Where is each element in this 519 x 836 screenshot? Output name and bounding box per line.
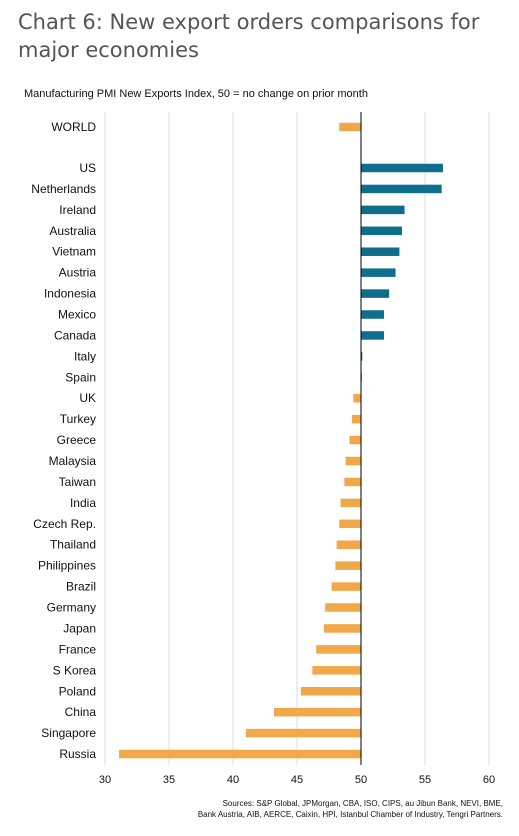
x-tick-label: 60 <box>483 774 495 786</box>
category-label: Vietnam <box>52 245 96 259</box>
category-label: Netherlands <box>31 182 96 196</box>
bar <box>361 310 385 319</box>
category-label: Australia <box>49 224 96 238</box>
gridlines <box>104 112 490 765</box>
source-note: Sources: S&P Global, JPMorgan, CBA, ISO,… <box>63 798 503 820</box>
x-tick-label: 45 <box>291 774 303 786</box>
category-label: UK <box>79 391 96 405</box>
category-label: S Korea <box>53 663 97 677</box>
source-line-1: Sources: S&P Global, JPMorgan, CBA, ISO,… <box>222 799 503 808</box>
bar <box>361 268 396 277</box>
bar <box>361 205 405 215</box>
x-tick-label: 30 <box>99 774 111 786</box>
chart-title: Chart 6: New export orders comparisons f… <box>18 10 480 62</box>
category-label: Germany <box>47 601 96 615</box>
category-label: Singapore <box>41 726 96 740</box>
category-label: Ireland <box>59 203 96 217</box>
category-label: Malaysia <box>49 454 97 468</box>
category-label: France <box>59 642 97 656</box>
category-label: Turkey <box>60 412 96 426</box>
bar <box>340 498 361 508</box>
category-label: China <box>65 705 97 719</box>
bar <box>273 707 361 717</box>
bar <box>361 331 385 340</box>
category-label: Japan <box>63 621 96 635</box>
category-label: US <box>79 161 96 175</box>
category-label: Poland <box>59 684 96 698</box>
bar <box>335 561 361 570</box>
bar <box>325 603 361 612</box>
bar <box>361 247 400 256</box>
category-label: Italy <box>74 349 96 363</box>
x-tick-labels: 30 35 40 45 50 55 60 <box>99 774 495 786</box>
x-tick-label: 55 <box>419 774 431 786</box>
category-label: Indonesia <box>44 287 96 301</box>
category-label: Russia <box>59 747 96 761</box>
x-tick-label: 35 <box>163 774 175 786</box>
category-label: Brazil <box>66 580 96 594</box>
bar <box>349 435 361 445</box>
bar <box>339 519 361 529</box>
category-label: Taiwan <box>59 475 96 489</box>
source-line-2: Bank Austria, AIB, AERCE, Caixin, HPI, I… <box>197 810 503 819</box>
category-label: Thailand <box>50 538 96 552</box>
category-label: Spain <box>65 370 96 384</box>
bar <box>361 184 442 194</box>
bar <box>245 728 361 738</box>
bar <box>361 352 363 361</box>
bars <box>119 122 443 759</box>
bar <box>316 645 361 654</box>
chart-subtitle: Manufacturing PMI New Exports Index, 50 … <box>24 88 368 100</box>
bar <box>345 456 361 466</box>
category-label: Canada <box>54 328 96 342</box>
category-label: Philippines <box>38 559 96 573</box>
category-label: Czech Rep. <box>33 517 96 531</box>
bar <box>323 624 361 633</box>
category-labels: WORLD US Netherlands Ireland Australia Vietna… <box>31 120 96 761</box>
bar <box>312 666 361 675</box>
bar <box>119 749 361 759</box>
bar <box>336 540 361 549</box>
x-tick-label: 50 <box>355 774 367 786</box>
bar <box>361 163 443 173</box>
bar <box>344 477 361 487</box>
category-label: Mexico <box>58 308 96 322</box>
category-label: India <box>70 496 96 510</box>
bar <box>300 687 361 696</box>
category-label: WORLD <box>51 120 96 134</box>
bar <box>361 289 390 298</box>
bar <box>352 414 361 424</box>
bar <box>353 393 361 403</box>
bar <box>339 122 361 132</box>
bar <box>331 582 361 591</box>
category-label: Austria <box>59 266 97 280</box>
x-tick-label: 40 <box>227 774 239 786</box>
category-label: Greece <box>57 433 97 447</box>
bar <box>361 226 402 236</box>
